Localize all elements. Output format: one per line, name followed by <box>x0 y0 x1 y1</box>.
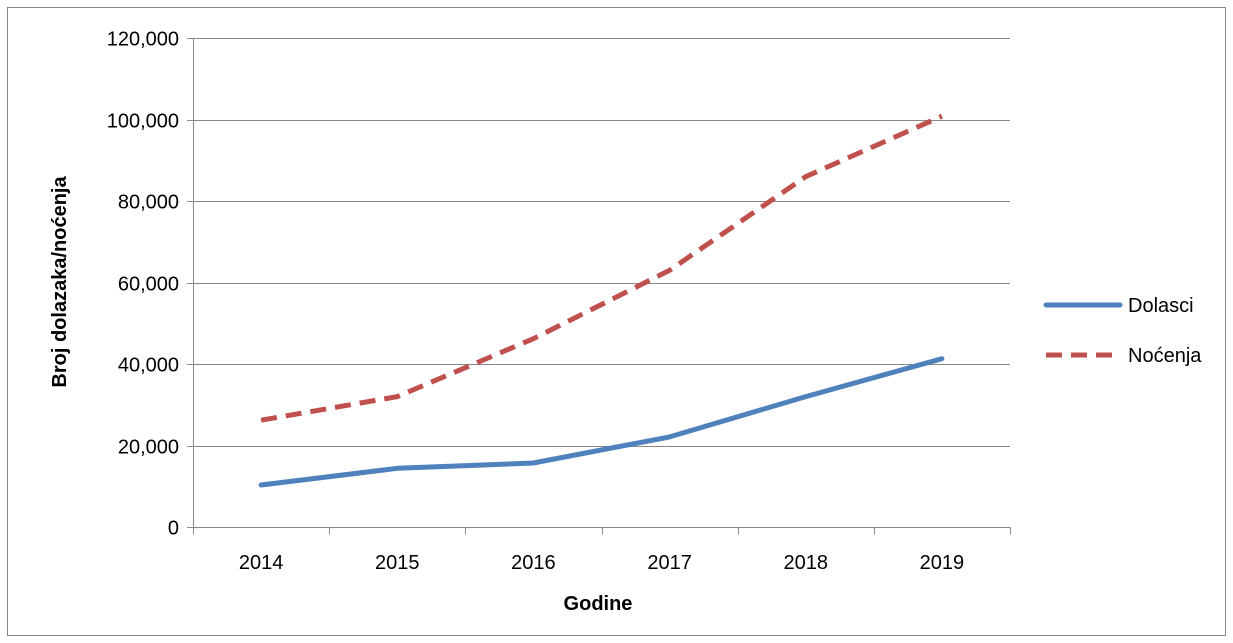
x-tick-label: 2017 <box>647 552 692 574</box>
y-tick-label: 60,000 <box>118 274 179 296</box>
y-tick-label: 20,000 <box>118 437 179 459</box>
x-axis-tick-labels: 2014 2015 2016 2017 2018 2019 <box>239 552 964 574</box>
legend: Dolasci Noćenja <box>1043 295 1202 367</box>
x-tick-label: 2014 <box>239 552 284 574</box>
axes <box>187 38 1011 535</box>
legend-label: Dolasci <box>1128 295 1194 317</box>
y-axis-title: Broj dolazaka/noćenja <box>49 176 71 388</box>
x-tick-label: 2016 <box>511 552 556 574</box>
y-tick-label: 80,000 <box>118 192 179 214</box>
series-line-dolasci <box>258 356 945 488</box>
x-tick-label: 2015 <box>375 552 420 574</box>
y-axis-tick-labels: 0 20,000 40,000 60,000 80,000 100,000 120,000 <box>107 29 179 540</box>
gridlines <box>193 38 1010 447</box>
y-tick-label: 100,000 <box>107 111 179 133</box>
x-tick-label: 2019 <box>920 552 965 574</box>
y-tick-label: 40,000 <box>118 355 179 377</box>
series-lines <box>258 113 945 488</box>
x-axis-title: Godine <box>564 593 633 615</box>
legend-label: Noćenja <box>1128 345 1202 367</box>
y-tick-label: 120,000 <box>107 29 179 51</box>
x-tick-label: 2018 <box>784 552 829 574</box>
y-tick-label: 0 <box>168 518 179 540</box>
chart-border <box>7 7 1226 636</box>
series-line-noćenja <box>260 113 943 423</box>
